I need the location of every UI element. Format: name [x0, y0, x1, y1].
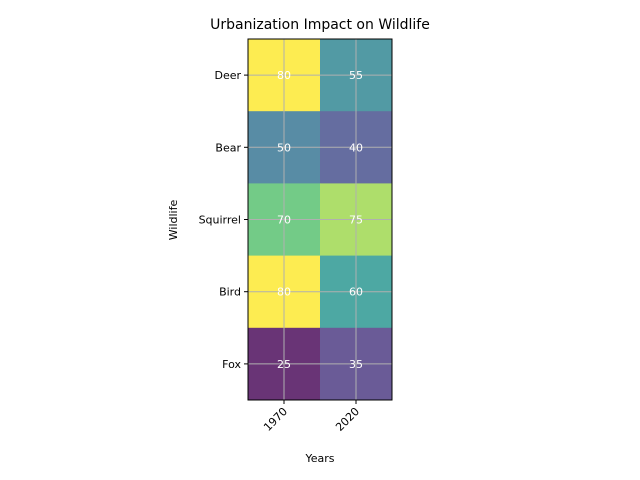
cell-value-label: 40: [349, 141, 363, 154]
cell-value-label: 80: [277, 69, 291, 82]
chart-title: Urbanization Impact on Wildlife: [210, 17, 430, 33]
y-tick-label: Squirrel: [199, 214, 241, 227]
cell-value-label: 55: [349, 69, 363, 82]
y-tick-label: Deer: [214, 69, 241, 82]
y-tick-label: Fox: [222, 358, 241, 371]
y-tick-label: Bird: [219, 286, 241, 299]
cell-value-labels: 80 55 50 40 70 75 80 60 25 35: [277, 69, 363, 371]
y-axis-label: Wildlife: [167, 200, 180, 241]
cell-value-label: 25: [277, 358, 291, 371]
cell-value-label: 80: [277, 286, 291, 299]
grid-lines: [248, 39, 392, 400]
cell-value-label: 50: [277, 141, 291, 154]
cell-value-label: 70: [277, 214, 291, 227]
cell-value-label: 60: [349, 286, 363, 299]
cell-value-label: 75: [349, 214, 363, 227]
y-tick-label: Bear: [215, 141, 241, 154]
y-axis-ticks: Deer Bear Squirrel Bird Fox: [199, 69, 248, 371]
cell-value-label: 35: [349, 358, 363, 371]
x-axis-label: Years: [304, 452, 334, 465]
